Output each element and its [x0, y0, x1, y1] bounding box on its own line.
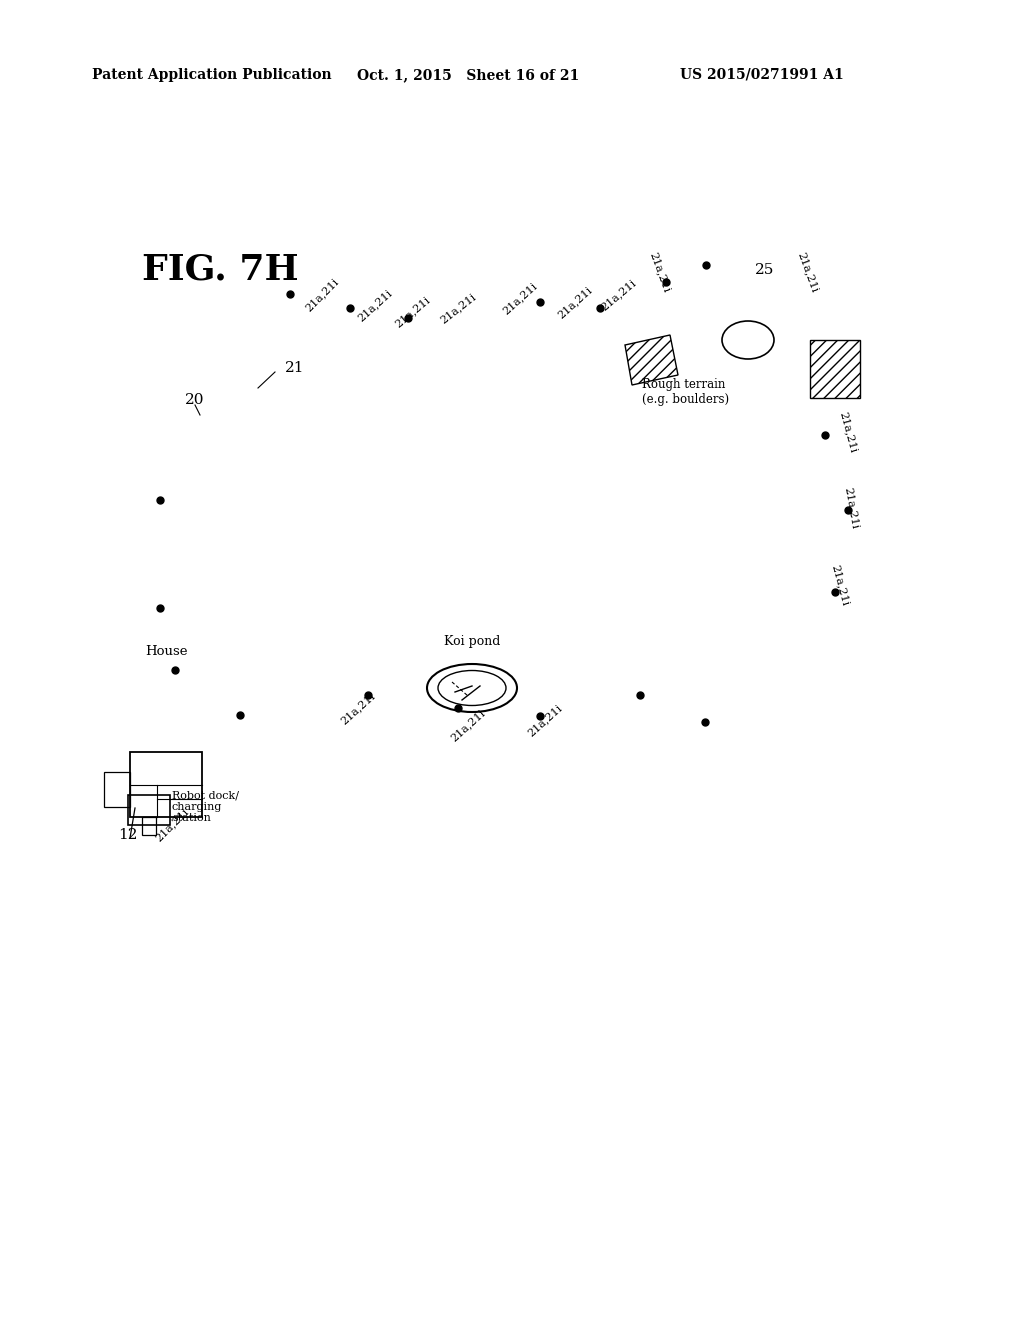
Text: Koi pond: Koi pond: [443, 635, 500, 648]
Text: 21a,21i: 21a,21i: [449, 708, 487, 743]
Bar: [104, 771, 130, 808]
Text: 21a,21i: 21a,21i: [796, 251, 820, 293]
Text: 25: 25: [755, 263, 774, 277]
Text: 12: 12: [118, 828, 137, 842]
Text: US 2015/0271991 A1: US 2015/0271991 A1: [680, 69, 844, 82]
Polygon shape: [625, 335, 678, 385]
Polygon shape: [810, 341, 860, 399]
Text: Patent Application Publication: Patent Application Publication: [92, 69, 332, 82]
Text: FIG. 7H: FIG. 7H: [141, 253, 298, 286]
Text: 21a,21i: 21a,21i: [356, 288, 394, 323]
Text: 21a,21i: 21a,21i: [154, 807, 190, 843]
Text: 21a,21i: 21a,21i: [599, 277, 637, 313]
Bar: [130, 752, 202, 817]
Text: 20: 20: [185, 393, 205, 407]
Text: 21a,21i: 21a,21i: [501, 280, 539, 315]
Text: 21a,21i: 21a,21i: [844, 486, 860, 529]
Text: Oct. 1, 2015   Sheet 16 of 21: Oct. 1, 2015 Sheet 16 of 21: [357, 69, 580, 82]
Bar: [142, 817, 156, 836]
Text: Rough terrain
(e.g. boulders): Rough terrain (e.g. boulders): [642, 378, 729, 407]
Text: 21a,21i: 21a,21i: [556, 284, 594, 319]
Text: 21a,21i: 21a,21i: [648, 251, 672, 293]
Bar: [128, 795, 170, 825]
Text: 21a,21i: 21a,21i: [526, 702, 564, 738]
Text: 21: 21: [285, 360, 304, 375]
Text: 21a,21i: 21a,21i: [339, 690, 377, 726]
Text: 21a,21i: 21a,21i: [829, 564, 850, 607]
Text: 21a,21i: 21a,21i: [392, 294, 431, 330]
Text: Robot dock/
charging
station: Robot dock/ charging station: [172, 789, 239, 824]
Text: 21a,21i: 21a,21i: [838, 411, 858, 454]
Text: House: House: [145, 645, 187, 657]
Text: 21a,21i: 21a,21i: [438, 290, 478, 325]
Text: 21a,21i: 21a,21i: [303, 276, 340, 313]
